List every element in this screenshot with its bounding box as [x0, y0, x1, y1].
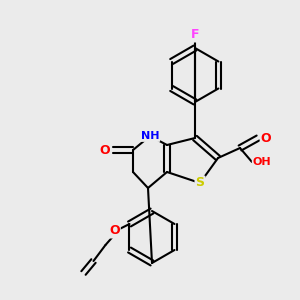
Text: OH: OH	[253, 157, 271, 167]
Text: O: O	[109, 224, 120, 238]
Text: F: F	[191, 28, 199, 41]
Text: O: O	[261, 131, 271, 145]
Text: O: O	[100, 143, 110, 157]
Text: S: S	[196, 176, 205, 190]
Text: NH: NH	[141, 131, 159, 141]
